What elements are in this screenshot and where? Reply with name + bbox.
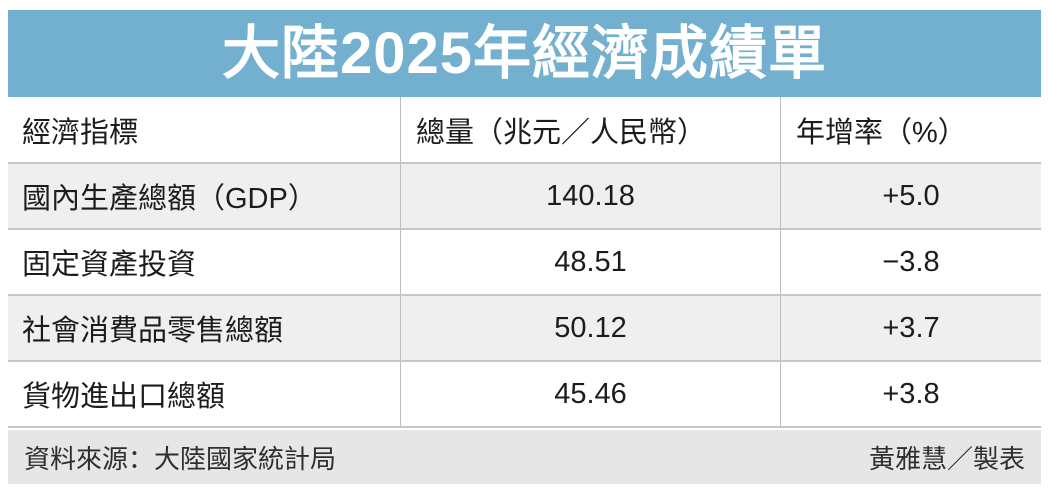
table-row-gdp: 國內生產總額（GDP） 140.18 +5.0 [8, 164, 1041, 230]
data-source-note: 資料來源：大陸國家統計局 [24, 443, 337, 474]
table-row-goods-trade: 貨物進出口總額 45.46 +3.8 [8, 362, 1041, 428]
growth-value: +5.0 [780, 164, 1041, 228]
economic-indicators-table: 經濟指標 總量（兆元／人民幣） 年增率（%） 國內生產總額（GDP） 140.1… [8, 97, 1041, 428]
page-title: 大陸2025年經濟成績單 [221, 20, 828, 86]
growth-value: +3.8 [780, 362, 1041, 426]
header-growth-rate: 年增率（%） [780, 97, 1041, 162]
growth-value: −3.8 [780, 230, 1041, 294]
table-row-fixed-asset-investment: 固定資產投資 48.51 −3.8 [8, 230, 1041, 296]
title-banner: 大陸2025年經濟成績單 [8, 10, 1041, 97]
footer-bar: 資料來源：大陸國家統計局 黃雅慧／製表 [8, 430, 1041, 484]
header-indicator: 經濟指標 [22, 116, 139, 149]
header-total: 總量（兆元／人民幣） [400, 97, 780, 162]
total-value: 48.51 [400, 230, 780, 294]
indicator-label: 貨物進出口總額 [22, 381, 226, 413]
table-row-retail-sales: 社會消費品零售總額 50.12 +3.7 [8, 296, 1041, 362]
table-header-row: 經濟指標 總量（兆元／人民幣） 年增率（%） [8, 97, 1041, 164]
total-value: 45.46 [400, 362, 780, 426]
total-value: 140.18 [400, 164, 780, 228]
growth-value: +3.7 [780, 296, 1041, 360]
indicator-label: 社會消費品零售總額 [22, 315, 284, 347]
indicator-label: 國內生產總額（GDP） [22, 183, 317, 215]
indicator-label: 固定資產投資 [22, 249, 197, 281]
author-credit: 黃雅慧／製表 [868, 443, 1025, 474]
total-value: 50.12 [400, 296, 780, 360]
